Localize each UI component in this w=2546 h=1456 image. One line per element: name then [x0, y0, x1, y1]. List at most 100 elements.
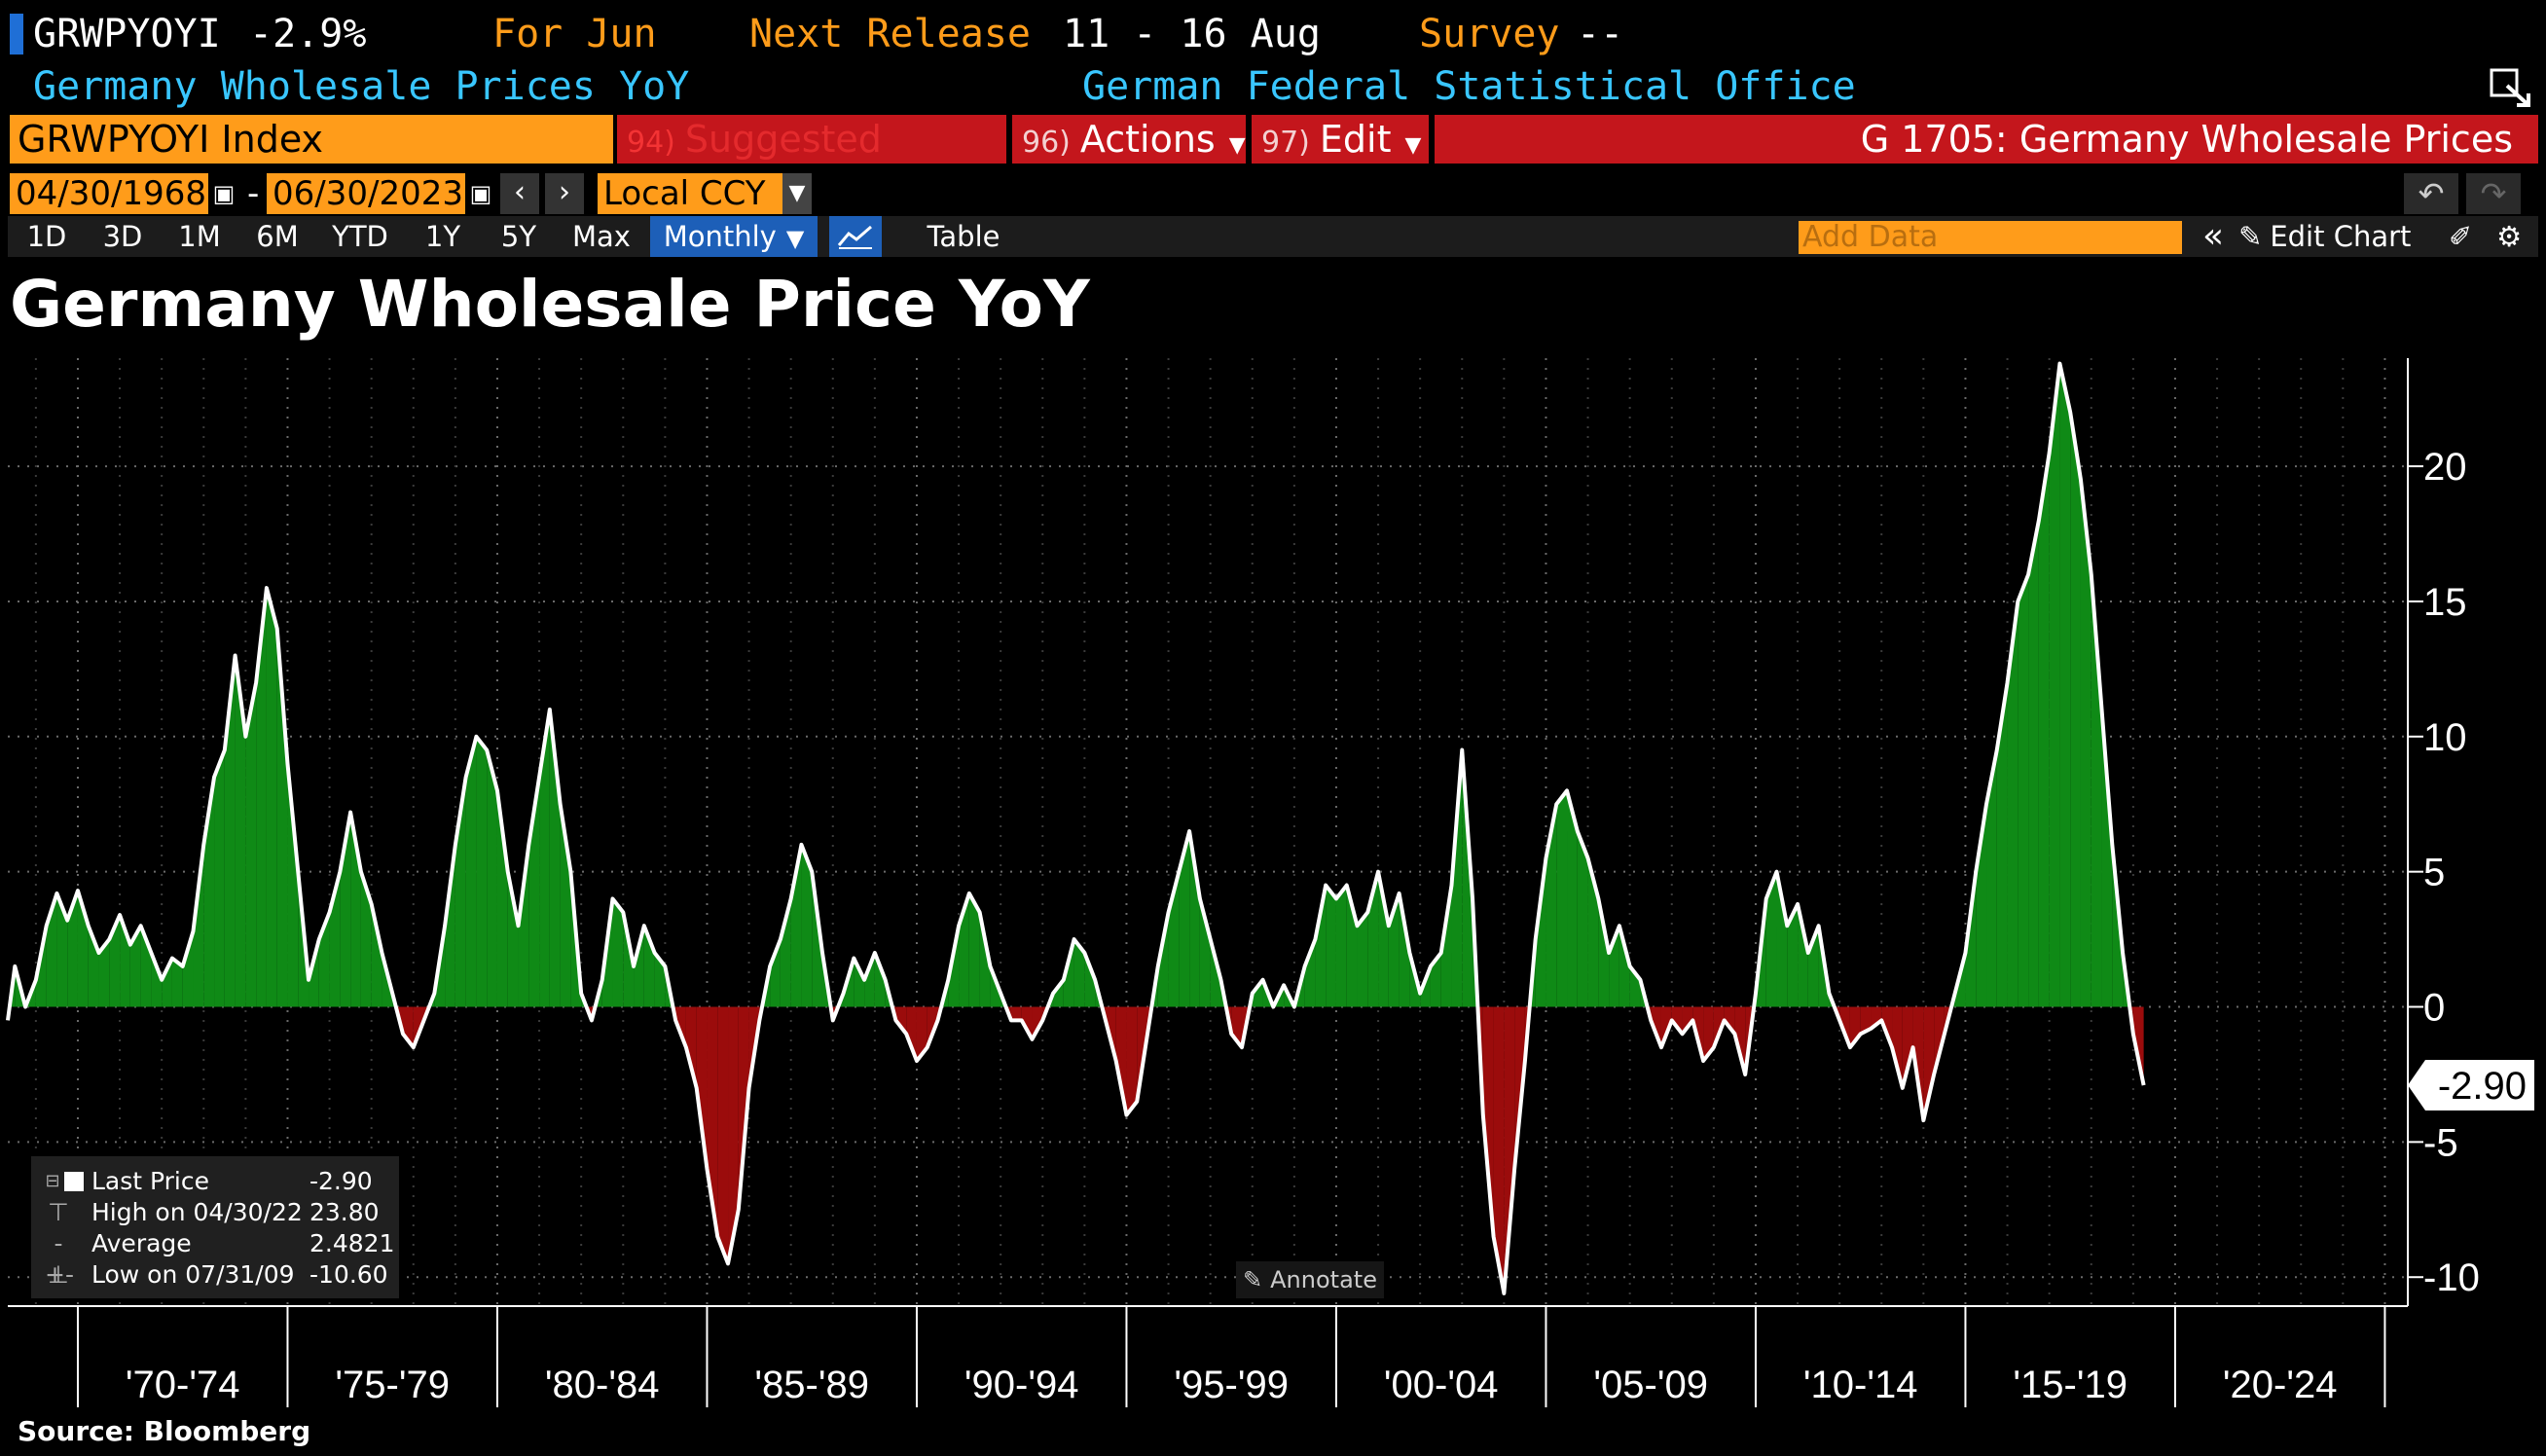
edit-menu[interactable]: 97) Edit ▼ [1252, 115, 1429, 164]
positive-area [235, 655, 246, 1007]
end-date-input[interactable]: 06/30/2023 [267, 173, 465, 214]
frequency-select[interactable]: Monthly ▼ [650, 216, 818, 257]
chevron-down-icon[interactable]: ▼ [782, 173, 812, 214]
negative-area [906, 1006, 917, 1062]
positive-area [67, 891, 78, 1007]
legend-low-value: -10.60 [309, 1260, 388, 1289]
positive-area [518, 844, 529, 1007]
last-price-marker: -2.90 [2408, 1060, 2534, 1111]
line-chart-icon[interactable] [829, 216, 882, 257]
chart-legend: ⊟ Last Price -2.90 ⊤ High on 04/30/22 23… [31, 1156, 399, 1298]
positive-area [1430, 952, 1441, 1007]
positive-area [445, 844, 455, 1007]
annotate-label: Annotate [1270, 1266, 1377, 1293]
x-tick-label: '10-'14 [1803, 1364, 1918, 1406]
ticker-symbol: GRWPYOYI [33, 12, 221, 56]
calendar-icon[interactable]: ▣ [212, 180, 236, 207]
positive-area [968, 892, 980, 1007]
positive-area [56, 892, 68, 1007]
negative-area [1724, 1006, 1735, 1035]
positive-area [1598, 898, 1610, 1007]
positive-area [2007, 601, 2019, 1007]
range-1d[interactable]: 1D [26, 220, 67, 253]
positive-area [487, 749, 497, 1007]
actions-caret-icon: ▼ [1228, 133, 1246, 158]
low-marker-icon: ⊥ [48, 1260, 69, 1289]
chart-fill [8, 363, 2144, 1293]
positive-area [182, 930, 194, 1007]
x-tick-label: '70-'74 [126, 1364, 240, 1406]
positive-area [560, 804, 571, 1007]
start-date-input[interactable]: 04/30/1968 [10, 173, 208, 214]
positive-area [612, 898, 624, 1007]
table-view-button[interactable]: Table [927, 220, 1000, 253]
positive-area [496, 790, 508, 1007]
range-6m[interactable]: 6M [256, 220, 299, 253]
positive-area [507, 871, 519, 1007]
expand-window-icon[interactable] [2488, 66, 2534, 109]
x-tick-label: '85-'89 [754, 1364, 869, 1406]
security-field[interactable]: GRWPYOYI Index [10, 115, 613, 164]
source-organization: German Federal Statistical Office [1082, 64, 1856, 109]
annotate-button[interactable]: ✎ Annotate [1236, 1261, 1384, 1298]
positive-area [371, 903, 382, 1007]
positive-area [2038, 453, 2050, 1007]
currency-select[interactable]: Local CCY [598, 173, 782, 214]
ticker-marker [10, 14, 23, 55]
legend-low-label: Low on 07/31/09 [91, 1260, 295, 1289]
legend-high: ⊤ High on 04/30/22 23.80 [31, 1197, 399, 1228]
negative-area [1115, 1006, 1127, 1115]
positive-area [780, 898, 791, 1007]
collapse-legend-icon[interactable]: ⊟ [45, 1171, 60, 1191]
redo-icon[interactable]: ↷ [2466, 173, 2521, 214]
range-1m[interactable]: 1M [178, 220, 221, 253]
positive-area [1179, 831, 1190, 1007]
undo-icon[interactable]: ↶ [2404, 173, 2458, 214]
positive-area [1053, 979, 1064, 1007]
positive-area [854, 958, 865, 1007]
edit-chart-label: Edit Chart [2270, 220, 2412, 253]
positive-area [1378, 871, 1389, 1007]
page-title-bar: G 1705: Germany Wholesale Prices [1435, 115, 2538, 164]
prev-period-button[interactable]: ‹ [500, 173, 539, 214]
calendar-icon[interactable]: ▣ [469, 180, 492, 207]
x-tick-label: '20-'24 [2223, 1364, 2338, 1406]
release-period: For Jun [492, 12, 657, 56]
positive-area [1346, 885, 1358, 1007]
range-ytd[interactable]: YTD [332, 220, 388, 253]
edit-annotation-icon[interactable]: ✐ [2448, 220, 2473, 253]
range-max[interactable]: Max [572, 220, 631, 253]
actions-menu[interactable]: 96) Actions ▼ [1012, 115, 1246, 164]
chart-area[interactable]: -10 -5 0 5 10 15 20 '70-'74 '75-'79 '80-'84 '85-'… [0, 350, 2546, 1431]
page-title: G 1705: Germany Wholesale Prices [1860, 118, 2513, 161]
positive-area [1619, 926, 1630, 1007]
negative-area [1682, 1006, 1693, 1035]
positive-area [88, 926, 99, 1007]
gear-icon[interactable]: ⚙ [2496, 220, 2522, 253]
suggested-charts-menu[interactable]: 94)Suggested Charts [617, 115, 1006, 213]
date-separator: - [247, 174, 260, 213]
collapse-icon[interactable]: « [2201, 216, 2225, 256]
add-data-input[interactable]: Add Data [1799, 221, 2182, 254]
source-note: Source: Bloomberg [18, 1415, 311, 1447]
positive-area [2028, 520, 2039, 1007]
positive-area [864, 952, 875, 1007]
positive-area [1451, 749, 1463, 1007]
positive-area [801, 844, 813, 1007]
positive-area [1304, 939, 1316, 1007]
negative-area [1703, 1006, 1714, 1062]
y-tick-label: -10 [2423, 1256, 2480, 1299]
frequency-label: Monthly [663, 220, 777, 253]
positive-area [98, 939, 110, 1007]
range-3d[interactable]: 3D [102, 220, 143, 253]
edit-chart-button[interactable]: ✎ Edit Chart [2238, 216, 2433, 257]
negative-area [1923, 1006, 1935, 1121]
positive-area [654, 952, 666, 1007]
next-period-button[interactable]: › [545, 173, 584, 214]
legend-last-price: ⊟ Last Price -2.90 [31, 1166, 399, 1197]
range-1y[interactable]: 1Y [424, 220, 461, 253]
range-5y[interactable]: 5Y [500, 220, 537, 253]
positive-area [2080, 479, 2091, 1007]
positive-area [1326, 885, 1336, 1007]
edit-label: Edit [1319, 118, 1392, 161]
